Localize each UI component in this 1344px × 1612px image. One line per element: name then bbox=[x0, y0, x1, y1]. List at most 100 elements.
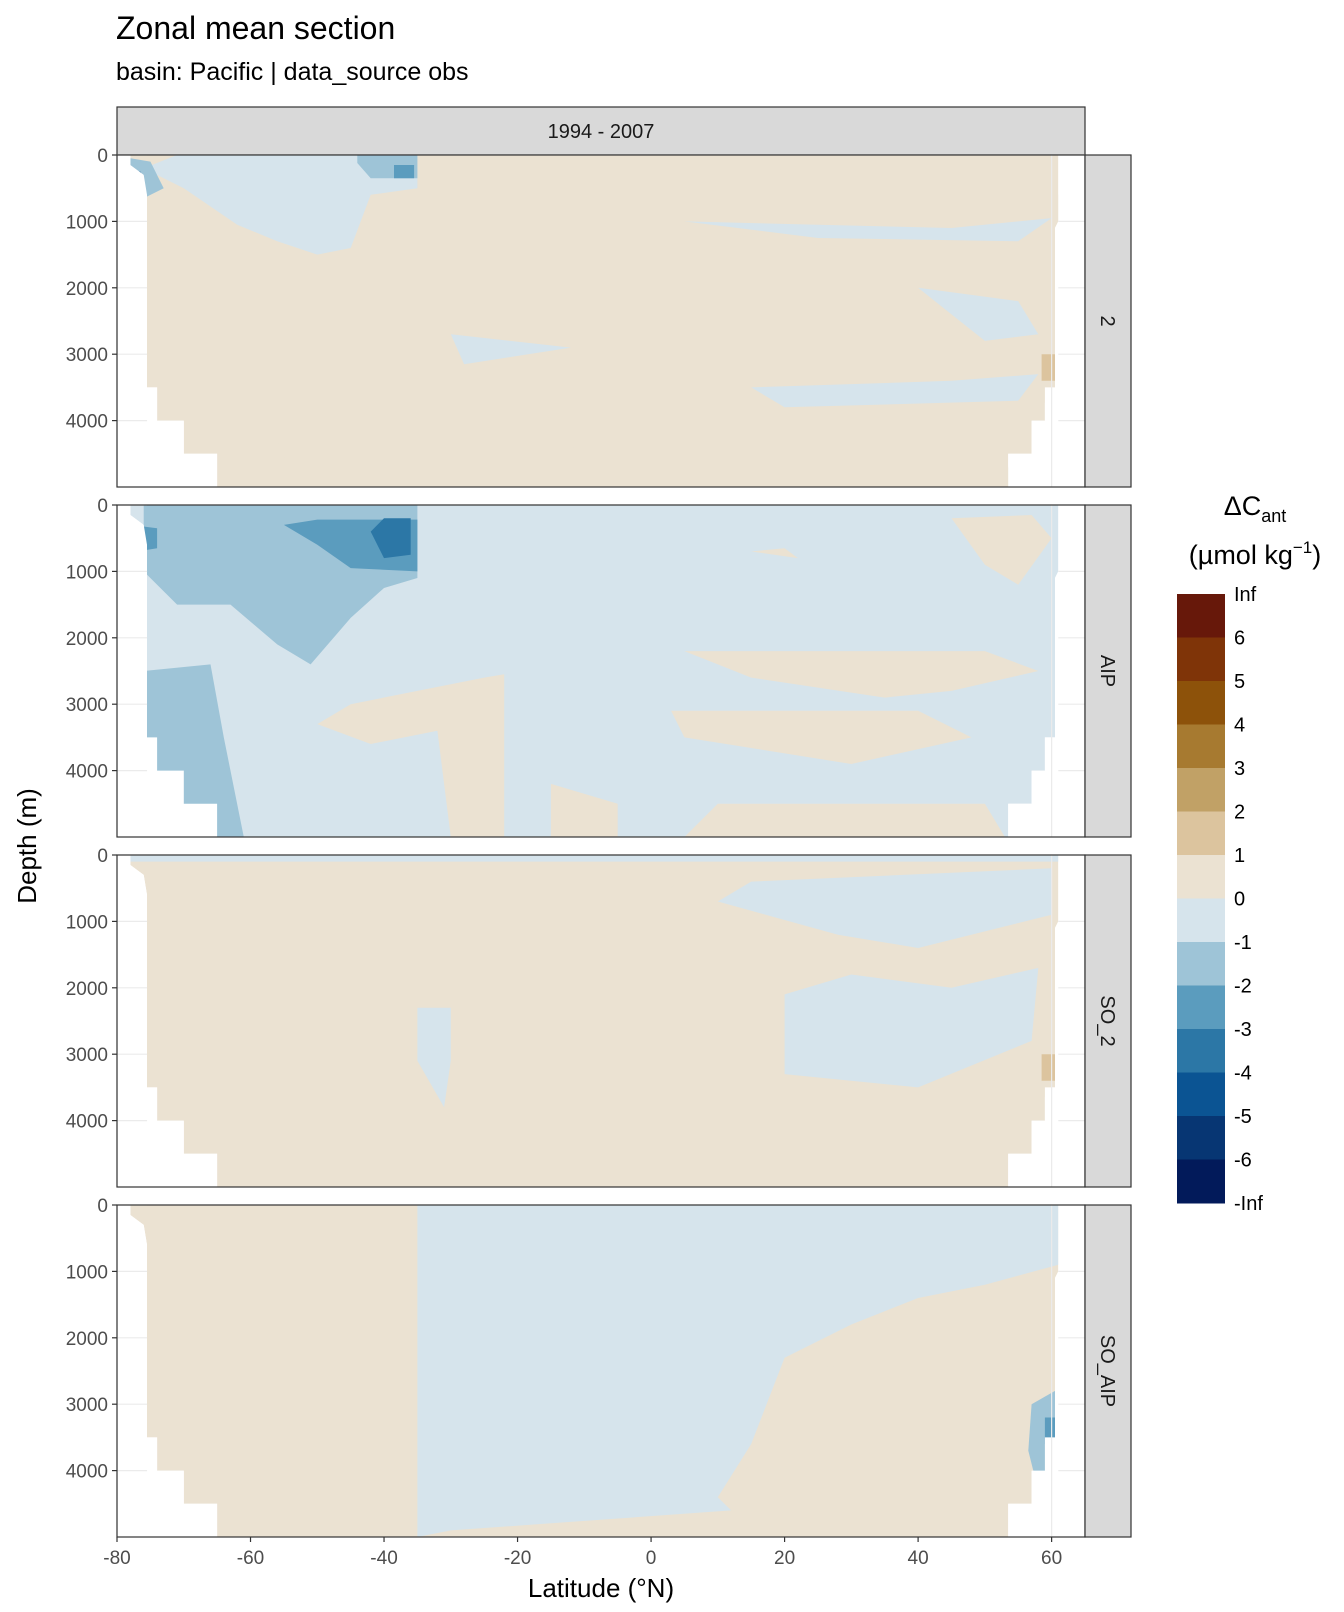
row-strip-label: AIP bbox=[1096, 655, 1118, 687]
legend-label: 1 bbox=[1234, 845, 1245, 867]
contour-region bbox=[147, 198, 184, 282]
contour-region bbox=[671, 710, 972, 764]
missing-data-mask bbox=[117, 505, 218, 837]
contour-region bbox=[317, 674, 505, 837]
y-tick-label: 2000 bbox=[66, 1329, 108, 1350]
y-axis-title: Depth (m) bbox=[12, 788, 42, 904]
contour-region bbox=[784, 967, 1039, 1088]
x-tick-label: 0 bbox=[646, 1548, 657, 1569]
y-tick-label: 0 bbox=[97, 846, 108, 867]
chart-subtitle: basin: Pacific | data_source obs bbox=[116, 58, 469, 86]
row-strip-label: SO_2 bbox=[1096, 995, 1118, 1046]
missing-data-mask bbox=[1008, 855, 1085, 1187]
contour-region bbox=[751, 548, 798, 559]
legend-label: 6 bbox=[1234, 628, 1245, 650]
legend-swatch bbox=[1177, 594, 1225, 638]
y-tick-label: 0 bbox=[97, 146, 108, 167]
row-strip-label: 2 bbox=[1096, 315, 1118, 326]
contour-region bbox=[751, 374, 1039, 408]
contour-region bbox=[417, 1205, 1059, 1537]
legend-label: -3 bbox=[1234, 1019, 1252, 1041]
missing-data-mask bbox=[1008, 505, 1085, 837]
missing-data-mask bbox=[1008, 155, 1085, 487]
contour-region bbox=[951, 515, 1052, 585]
panel-data bbox=[117, 1205, 1085, 1537]
missing-data-mask bbox=[117, 855, 218, 1187]
panel-data bbox=[117, 505, 1085, 837]
missing-data-mask bbox=[1008, 1205, 1085, 1537]
legend-title: ΔCant bbox=[1224, 491, 1287, 526]
contour-region bbox=[1041, 354, 1055, 381]
x-tick-label: -40 bbox=[370, 1548, 397, 1569]
y-tick-label: 4000 bbox=[66, 412, 108, 433]
contour-region bbox=[217, 453, 278, 487]
legend-label: 4 bbox=[1234, 715, 1245, 737]
legend-swatch bbox=[1177, 768, 1225, 812]
contour-region bbox=[751, 168, 798, 182]
contour-region bbox=[550, 783, 618, 837]
row-strip bbox=[1084, 504, 1132, 838]
y-tick-label: 3000 bbox=[66, 1045, 108, 1066]
y-tick-label: 0 bbox=[97, 496, 108, 517]
chart-title: Zonal mean section bbox=[116, 10, 396, 46]
color-legend: ΔCant (µmol kg−1) Inf 6 5 4 3 2 1 0 -1 -2 -3 -4 -5 -6 -I… bbox=[1177, 491, 1321, 1215]
y-tick-label: 3000 bbox=[66, 345, 108, 366]
y-tick-label: 1000 bbox=[66, 912, 108, 933]
contour-region bbox=[717, 868, 1052, 948]
legend-label: 0 bbox=[1234, 889, 1245, 911]
contour-region bbox=[684, 651, 1039, 698]
row-strip-label: SO_AIP bbox=[1096, 1335, 1118, 1407]
legend-swatch bbox=[1177, 985, 1225, 1030]
legend-swatch bbox=[1177, 681, 1225, 725]
panel-AIP: AIP 0 1000 2000 3000 4000 bbox=[66, 496, 1132, 838]
contour-region bbox=[717, 1331, 1025, 1498]
legend-label: 3 bbox=[1234, 758, 1245, 780]
column-strip-label: 1994 - 2007 bbox=[548, 121, 655, 143]
legend-label: -Inf bbox=[1234, 1193, 1263, 1215]
y-tick-label: 2000 bbox=[66, 979, 108, 1000]
y-tick-label: 2000 bbox=[66, 629, 108, 650]
x-axis-title: Latitude (°N) bbox=[528, 1573, 674, 1603]
missing-data-mask bbox=[117, 1205, 218, 1537]
contour-region bbox=[918, 287, 1039, 341]
legend-label: 2 bbox=[1234, 802, 1245, 824]
contour-region bbox=[394, 165, 415, 179]
row-strip bbox=[1084, 854, 1132, 1188]
x-tick-label: -20 bbox=[504, 1548, 531, 1569]
y-tick-label: 3000 bbox=[66, 1395, 108, 1416]
legend-swatch bbox=[1177, 1029, 1225, 1073]
row-strip bbox=[1084, 154, 1132, 488]
x-tick-label: 60 bbox=[1041, 1548, 1062, 1569]
panel-2: 2 0 1000 2000 3000 4000 bbox=[66, 146, 1132, 488]
contour-region bbox=[1041, 1054, 1055, 1081]
panel-data bbox=[117, 855, 1085, 1187]
contour-region bbox=[637, 440, 1012, 487]
legend-units: (µmol kg−1) bbox=[1189, 538, 1321, 570]
contour-region bbox=[450, 334, 571, 365]
legend-swatch bbox=[1177, 724, 1225, 769]
legend-swatch bbox=[1177, 1072, 1225, 1117]
missing-data-mask bbox=[117, 155, 218, 487]
contour-region bbox=[143, 155, 418, 255]
y-tick-label: 4000 bbox=[66, 1462, 108, 1483]
legend-swatch bbox=[1177, 855, 1225, 899]
y-tick-label: 4000 bbox=[66, 762, 108, 783]
x-tick-label: -60 bbox=[237, 1548, 264, 1569]
legend-label: -6 bbox=[1234, 1150, 1252, 1172]
y-tick-label: 3000 bbox=[66, 695, 108, 716]
contour-region bbox=[684, 803, 1005, 837]
legend-label: -2 bbox=[1234, 976, 1252, 998]
y-tick-label: 1000 bbox=[66, 1262, 108, 1283]
legend-label: Inf bbox=[1234, 584, 1257, 606]
contour-region bbox=[918, 1173, 999, 1187]
contour-region bbox=[317, 865, 418, 915]
panel-data bbox=[117, 155, 1085, 487]
legend-swatch bbox=[1177, 1159, 1225, 1204]
panel-SO_2: SO_2 0 1000 2000 3000 4000 bbox=[66, 846, 1132, 1188]
contour-region bbox=[277, 267, 545, 487]
contour-region bbox=[1044, 1417, 1055, 1444]
legend-swatch bbox=[1177, 942, 1225, 986]
legend-label: -1 bbox=[1234, 932, 1252, 954]
